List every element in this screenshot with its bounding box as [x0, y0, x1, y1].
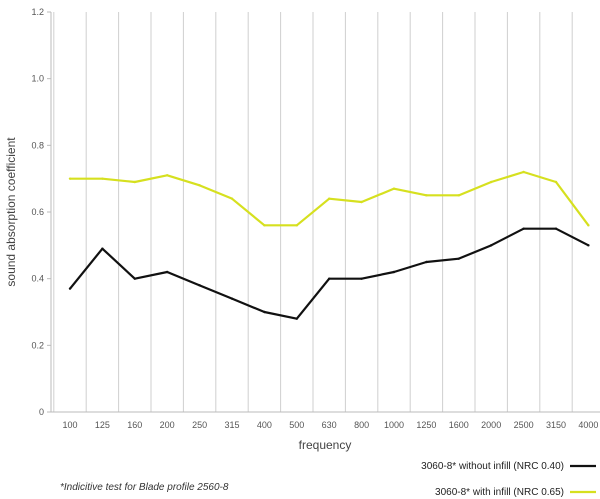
y-tick-labels: 0 0.2 0.4 0.6 0.8 1.0 1.2: [31, 7, 51, 417]
data-point: [587, 244, 590, 247]
data-point: [68, 287, 72, 290]
y-tick-label: 0.2: [31, 340, 44, 350]
data-point: [101, 177, 104, 180]
y-tick-label: 0.8: [31, 140, 44, 150]
footnote: *Indicitive test for Blade profile 2560-…: [60, 482, 229, 493]
data-point: [263, 224, 266, 227]
x-tick-label: 2500: [514, 420, 534, 430]
x-tick-label: 160: [127, 420, 142, 430]
y-axis-label: sound absorption coefficient: [4, 137, 18, 287]
data-point: [263, 310, 266, 314]
data-point: [198, 284, 201, 287]
x-tick-label: 1000: [384, 420, 404, 430]
x-tick-label: 1600: [449, 420, 469, 430]
data-point: [295, 224, 298, 227]
data-point: [522, 170, 525, 174]
data-point: [587, 224, 590, 227]
data-point: [392, 187, 396, 190]
vertical-gridlines: [53, 12, 573, 412]
series-line-1: [69, 227, 589, 320]
x-tick-label: 250: [192, 420, 207, 430]
y-tick-label: 1.0: [31, 74, 44, 84]
data-point: [101, 247, 104, 250]
x-tick-label: 400: [257, 420, 272, 430]
data-point: [68, 177, 72, 180]
x-tick-label: 800: [354, 420, 369, 430]
data-point: [230, 197, 234, 200]
x-tick-label: 630: [322, 420, 337, 430]
data-point: [133, 277, 136, 280]
data-point: [457, 194, 460, 197]
data-point: [230, 297, 234, 300]
data-point: [360, 200, 363, 204]
x-tick-label: 500: [289, 420, 304, 430]
data-point: [198, 184, 201, 187]
y-tick-label: 0.4: [31, 274, 44, 284]
x-tick-label: 1250: [416, 420, 436, 430]
x-tick-label: 315: [224, 420, 239, 430]
data-point: [425, 260, 428, 264]
data-point: [490, 180, 493, 184]
data-point: [425, 194, 428, 197]
y-tick-label: 1.2: [31, 7, 44, 17]
x-tick-label: 125: [95, 420, 110, 430]
data-point: [133, 180, 136, 184]
data-point: [166, 270, 169, 274]
data-point: [554, 180, 558, 184]
x-axis-label: frequency: [299, 438, 352, 452]
data-point: [328, 277, 331, 280]
y-tick-label: 0: [39, 407, 44, 417]
series-lines: [68, 170, 590, 320]
y-tick-label: 0.6: [31, 207, 44, 217]
data-point: [522, 227, 525, 230]
x-tick-labels: 100 125 160 200 250 315 400 500 630 800 1000 1250 16…: [62, 420, 598, 430]
data-point: [360, 277, 363, 280]
x-tick-label: 2000: [481, 420, 501, 430]
data-point: [457, 257, 460, 260]
data-point: [166, 174, 169, 177]
legend-label: 3060-8* with infill (NRC 0.65): [435, 487, 564, 498]
legend-label: 3060-8* without infill (NRC 0.40): [421, 461, 564, 472]
x-tick-label: 4000: [578, 420, 598, 430]
data-point: [328, 197, 331, 200]
data-point: [554, 227, 558, 230]
data-point: [490, 244, 493, 247]
x-tick-label: 200: [160, 420, 175, 430]
data-point: [295, 317, 298, 320]
data-point: [392, 270, 396, 274]
legend: 3060-8* without infill (NRC 0.40) 3060-8*…: [421, 461, 596, 498]
x-tick-label: 3150: [546, 420, 566, 430]
x-tick-label: 100: [62, 420, 77, 430]
